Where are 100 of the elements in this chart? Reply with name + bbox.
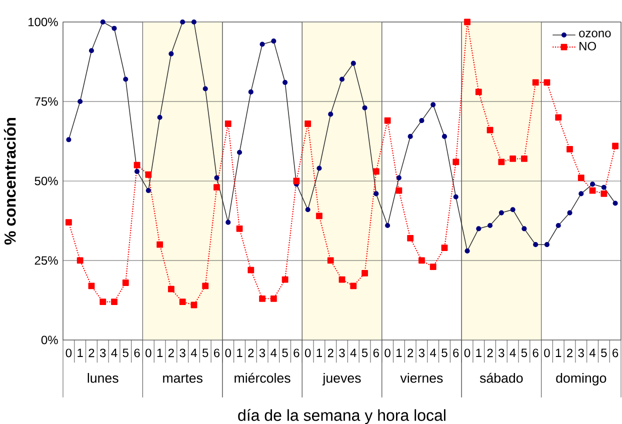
point (396, 175, 402, 180)
x-tick-label: 3 (180, 348, 186, 358)
point (488, 222, 493, 228)
point (486, 126, 494, 134)
point (157, 114, 162, 120)
x-tick-label: 4 (589, 348, 596, 357)
point (100, 298, 106, 306)
point (533, 242, 538, 248)
text: jueves (322, 372, 361, 386)
point (224, 120, 232, 127)
point (418, 257, 425, 264)
point (384, 117, 391, 124)
x-tick-label: 0 (146, 348, 152, 358)
x-tick-label: 2 (408, 348, 414, 358)
point (259, 295, 266, 302)
point (430, 102, 436, 108)
x-tick-label: 2 (248, 348, 254, 358)
x-tick-label: 0 (464, 348, 470, 358)
x-tick-label: 0 (66, 348, 72, 358)
x-tick-label: 1 (157, 348, 163, 357)
x-tick-label: 6 (532, 348, 538, 358)
point (304, 120, 312, 127)
point (612, 142, 619, 150)
x-tick-label: 1 (237, 348, 242, 357)
point (522, 226, 527, 232)
point (134, 168, 140, 174)
point (441, 244, 448, 251)
point (452, 158, 460, 166)
point (180, 19, 186, 25)
x-tick-label: 5 (122, 348, 128, 358)
point (146, 188, 151, 194)
point (350, 282, 357, 290)
x-tick-label: 0 (544, 348, 550, 358)
y-tick-label: 75% (34, 97, 58, 106)
x-tick-label: 6 (453, 348, 459, 358)
x-tick-label: 5 (442, 348, 448, 358)
x-tick-label: 4 (430, 348, 436, 357)
x-tick-label: 1 (78, 348, 83, 357)
legend-label: ozono (579, 30, 611, 38)
point (408, 134, 413, 139)
point (282, 276, 288, 283)
legend-label: NO (580, 42, 596, 50)
x-tick-label: 5 (521, 348, 528, 358)
point (282, 80, 288, 85)
x-tick-label: 5 (362, 348, 368, 358)
point (362, 105, 368, 110)
point (338, 276, 346, 283)
point (601, 184, 606, 190)
point (498, 210, 504, 216)
x-tick-label: 1 (396, 348, 402, 357)
point (407, 235, 414, 242)
y-tick-label: 0% (41, 336, 58, 344)
point (112, 26, 117, 31)
point (236, 150, 242, 155)
point (191, 19, 196, 25)
point (566, 146, 573, 152)
x-tick-label: 3 (498, 348, 504, 358)
text: viernes (400, 372, 443, 383)
text: lunes (88, 372, 118, 383)
point (589, 187, 596, 194)
point (270, 295, 277, 302)
point (260, 42, 265, 47)
point (134, 162, 140, 168)
x-tick-label: 2 (567, 348, 572, 358)
point (214, 175, 220, 180)
point (78, 98, 83, 104)
point (453, 194, 458, 200)
y-tick-label: 25% (34, 256, 58, 265)
x-tick-label: 0 (225, 348, 231, 358)
x-tick-label: 2 (328, 348, 334, 358)
x-tick-label: 2 (487, 348, 493, 358)
x-tick-label: 2 (88, 348, 94, 358)
point (475, 88, 482, 96)
point (179, 298, 186, 306)
point (612, 200, 618, 206)
point (510, 156, 516, 162)
point (168, 51, 174, 56)
x-tick-label: 4 (190, 348, 197, 357)
point (555, 114, 562, 121)
x-tick-label: 4 (510, 348, 516, 357)
text: miércoles (234, 372, 290, 383)
point (111, 298, 118, 306)
point (226, 220, 231, 225)
point (122, 280, 129, 286)
y-tick-label: 50% (34, 176, 58, 186)
x-tick-label: 4 (270, 348, 277, 357)
x-tick-label: 3 (418, 348, 425, 358)
point (316, 166, 322, 171)
point (464, 248, 470, 254)
point (327, 257, 334, 264)
point (374, 191, 379, 196)
point (578, 174, 584, 182)
x-tick-label: 4 (350, 348, 356, 357)
point (316, 212, 322, 220)
x-tick-label: 4 (111, 348, 118, 357)
x-tick-label: 6 (214, 348, 220, 358)
x-tick-label: 6 (612, 348, 618, 358)
x-tick-label: 6 (134, 348, 140, 358)
x-tick-label: 1 (316, 348, 322, 357)
x-tick-label: 3 (259, 348, 266, 358)
